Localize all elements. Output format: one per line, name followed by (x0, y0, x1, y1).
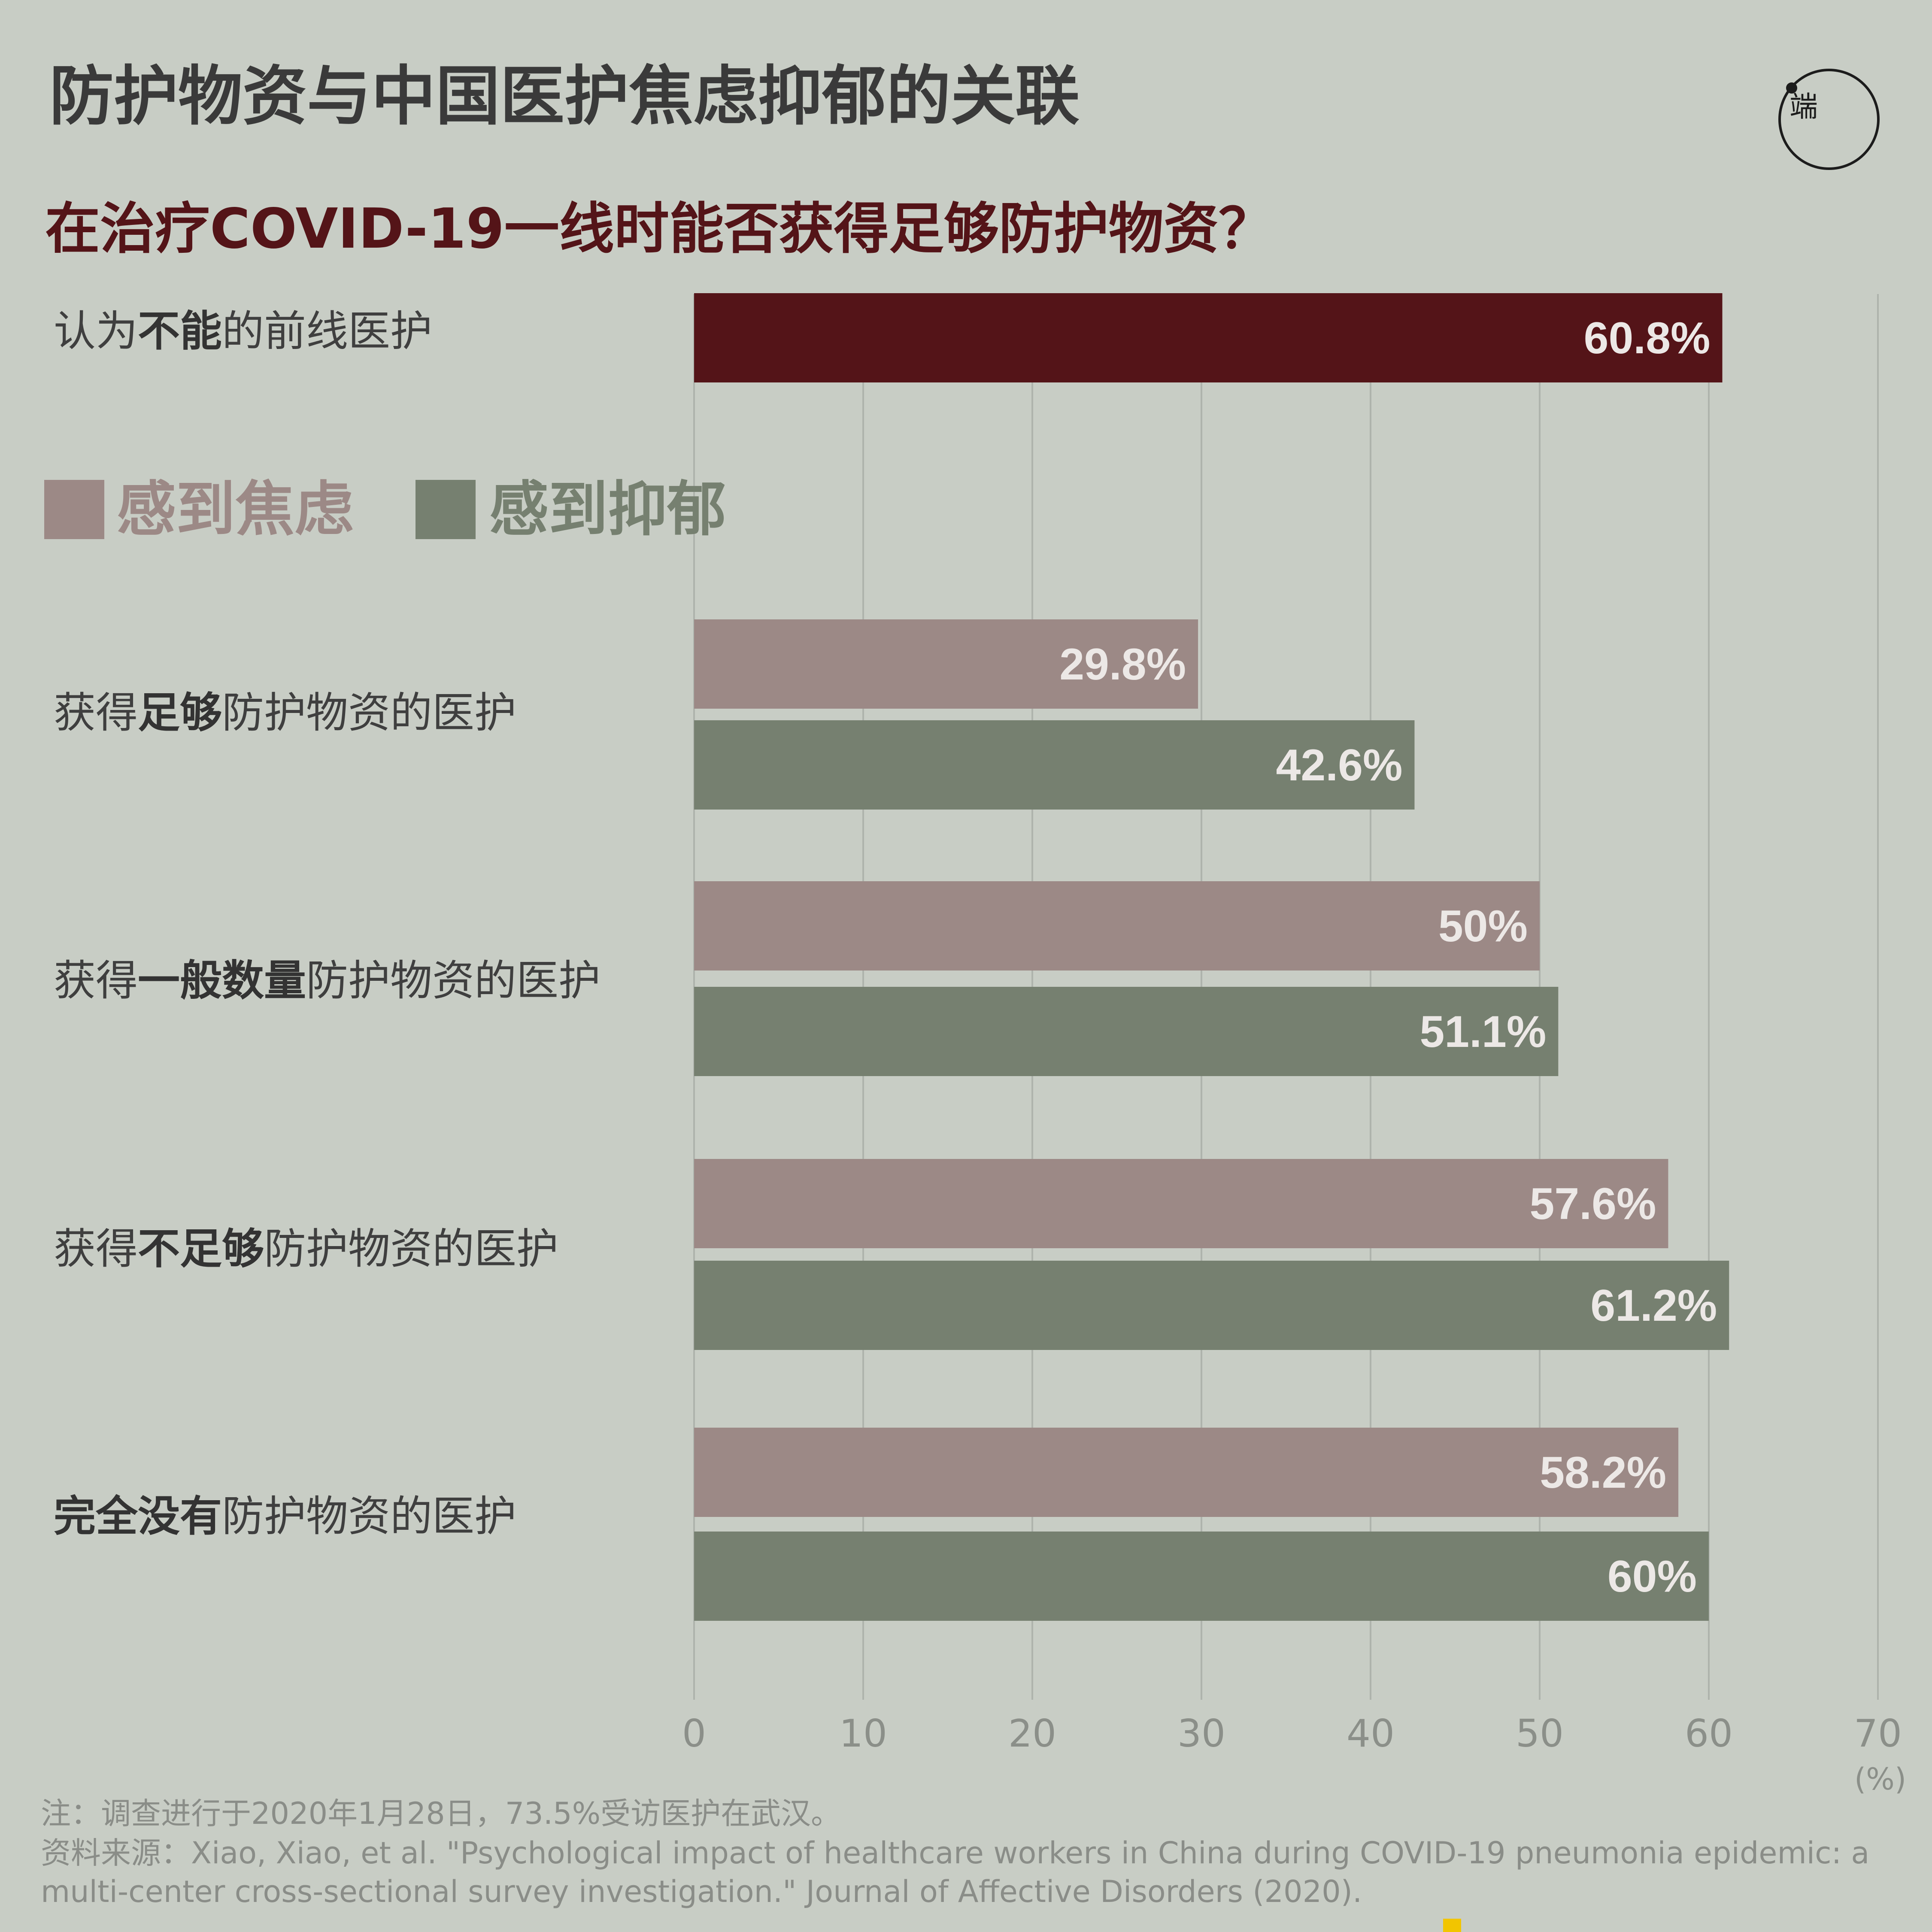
yellow-marker (1443, 1919, 1461, 1932)
source-line-1: 资料来源：Xiao, Xiao, et al. "Psychological i… (41, 1835, 1870, 1871)
logo-text: 端 (1789, 90, 1818, 123)
bar-value-label: 50% (1438, 901, 1528, 951)
bar-highlight (694, 293, 1723, 382)
category-label-part: 获得 (54, 1225, 138, 1274)
bar-value-label: 60% (1607, 1552, 1697, 1601)
brand-logo: 端 (1778, 69, 1880, 170)
bars (694, 293, 1729, 1621)
category-label-enough: 获得足够防护物资的医护 (54, 692, 516, 734)
logo-dot-icon (1786, 82, 1797, 94)
category-label-part: 不足够 (138, 1225, 264, 1274)
x-tick-label: 10 (839, 1711, 887, 1756)
x-tick-label: 20 (1008, 1711, 1056, 1756)
bar-value-labels: 60.8% 29.8% 42.6% 50% 51.1% 57.6% 61.2% 58.2% 60… (1059, 313, 1717, 1601)
x-tick-label: 60 (1685, 1711, 1733, 1756)
x-tick-label: 30 (1177, 1711, 1225, 1756)
category-label-part: 获得 (54, 688, 138, 737)
axis-unit: (%) (1854, 1762, 1907, 1797)
bar-value-label: 42.6% (1276, 740, 1403, 790)
category-label-none: 完全没有防护物资的医护 (54, 1495, 516, 1538)
bar-value-label: 61.2% (1590, 1281, 1717, 1331)
bar-depression (694, 987, 1559, 1076)
chart-subtitle: 在治疗COVID-19一线时能否获得足够防护物资？ (45, 197, 1274, 261)
category-label-part: 防护物资的医护 (222, 1492, 517, 1541)
category-label-part: 获得 (54, 956, 138, 1005)
category-label-part: 完全没有 (54, 1492, 222, 1541)
legend-label-anxiety: 感到焦虑 (117, 475, 354, 544)
category-label-insufficient: 获得不足够防护物资的医护 (54, 1228, 558, 1270)
category-label-part: 防护物资的医护 (306, 956, 601, 1005)
bar-depression (694, 1261, 1729, 1350)
bar-depression (694, 720, 1415, 810)
legend-swatch-anxiety (44, 480, 104, 539)
category-label-part: 足够 (138, 688, 222, 737)
x-tick-label: 40 (1347, 1711, 1395, 1756)
bar-value-label: 57.6% (1530, 1179, 1656, 1229)
category-label-part: 不能 (138, 307, 222, 356)
category-label-part: 一般数量 (138, 956, 306, 1005)
bar-value-label: 51.1% (1419, 1007, 1546, 1057)
chart-title: 防护物资与中国医护焦虑抑郁的关联 (49, 59, 1080, 134)
bar-anxiety (694, 1428, 1679, 1517)
x-tick-label: 70 (1854, 1711, 1902, 1756)
category-label-part: 防护物资的医护 (264, 1225, 559, 1274)
bar-value-label: 29.8% (1059, 640, 1186, 689)
bar-anxiety (694, 881, 1540, 971)
category-label-part: 防护物资的医护 (222, 688, 517, 737)
bar-value-label: 60.8% (1584, 313, 1711, 363)
x-tick-label: 50 (1516, 1711, 1564, 1756)
bar-anxiety (694, 619, 1198, 709)
category-label-cannot: 认为不能的前线医护 (54, 310, 432, 352)
bar-anxiety (694, 1159, 1668, 1248)
source-line-2: multi-center cross-sectional survey inve… (41, 1874, 1362, 1909)
legend-label-depression: 感到抑郁 (489, 475, 727, 544)
category-label-part: 的前线医护 (222, 307, 433, 356)
bar-value-label: 58.2% (1540, 1448, 1666, 1498)
category-label-average: 获得一般数量防护物资的医护 (54, 960, 601, 1002)
category-label-part: 认为 (54, 307, 138, 356)
x-tick-label: 0 (682, 1711, 706, 1756)
footnote: 注：调查进行于2020年1月28日，73.5%受访医护在武汉。 (41, 1796, 841, 1831)
bar-depression (694, 1532, 1709, 1621)
legend-swatch-depression (416, 480, 476, 539)
